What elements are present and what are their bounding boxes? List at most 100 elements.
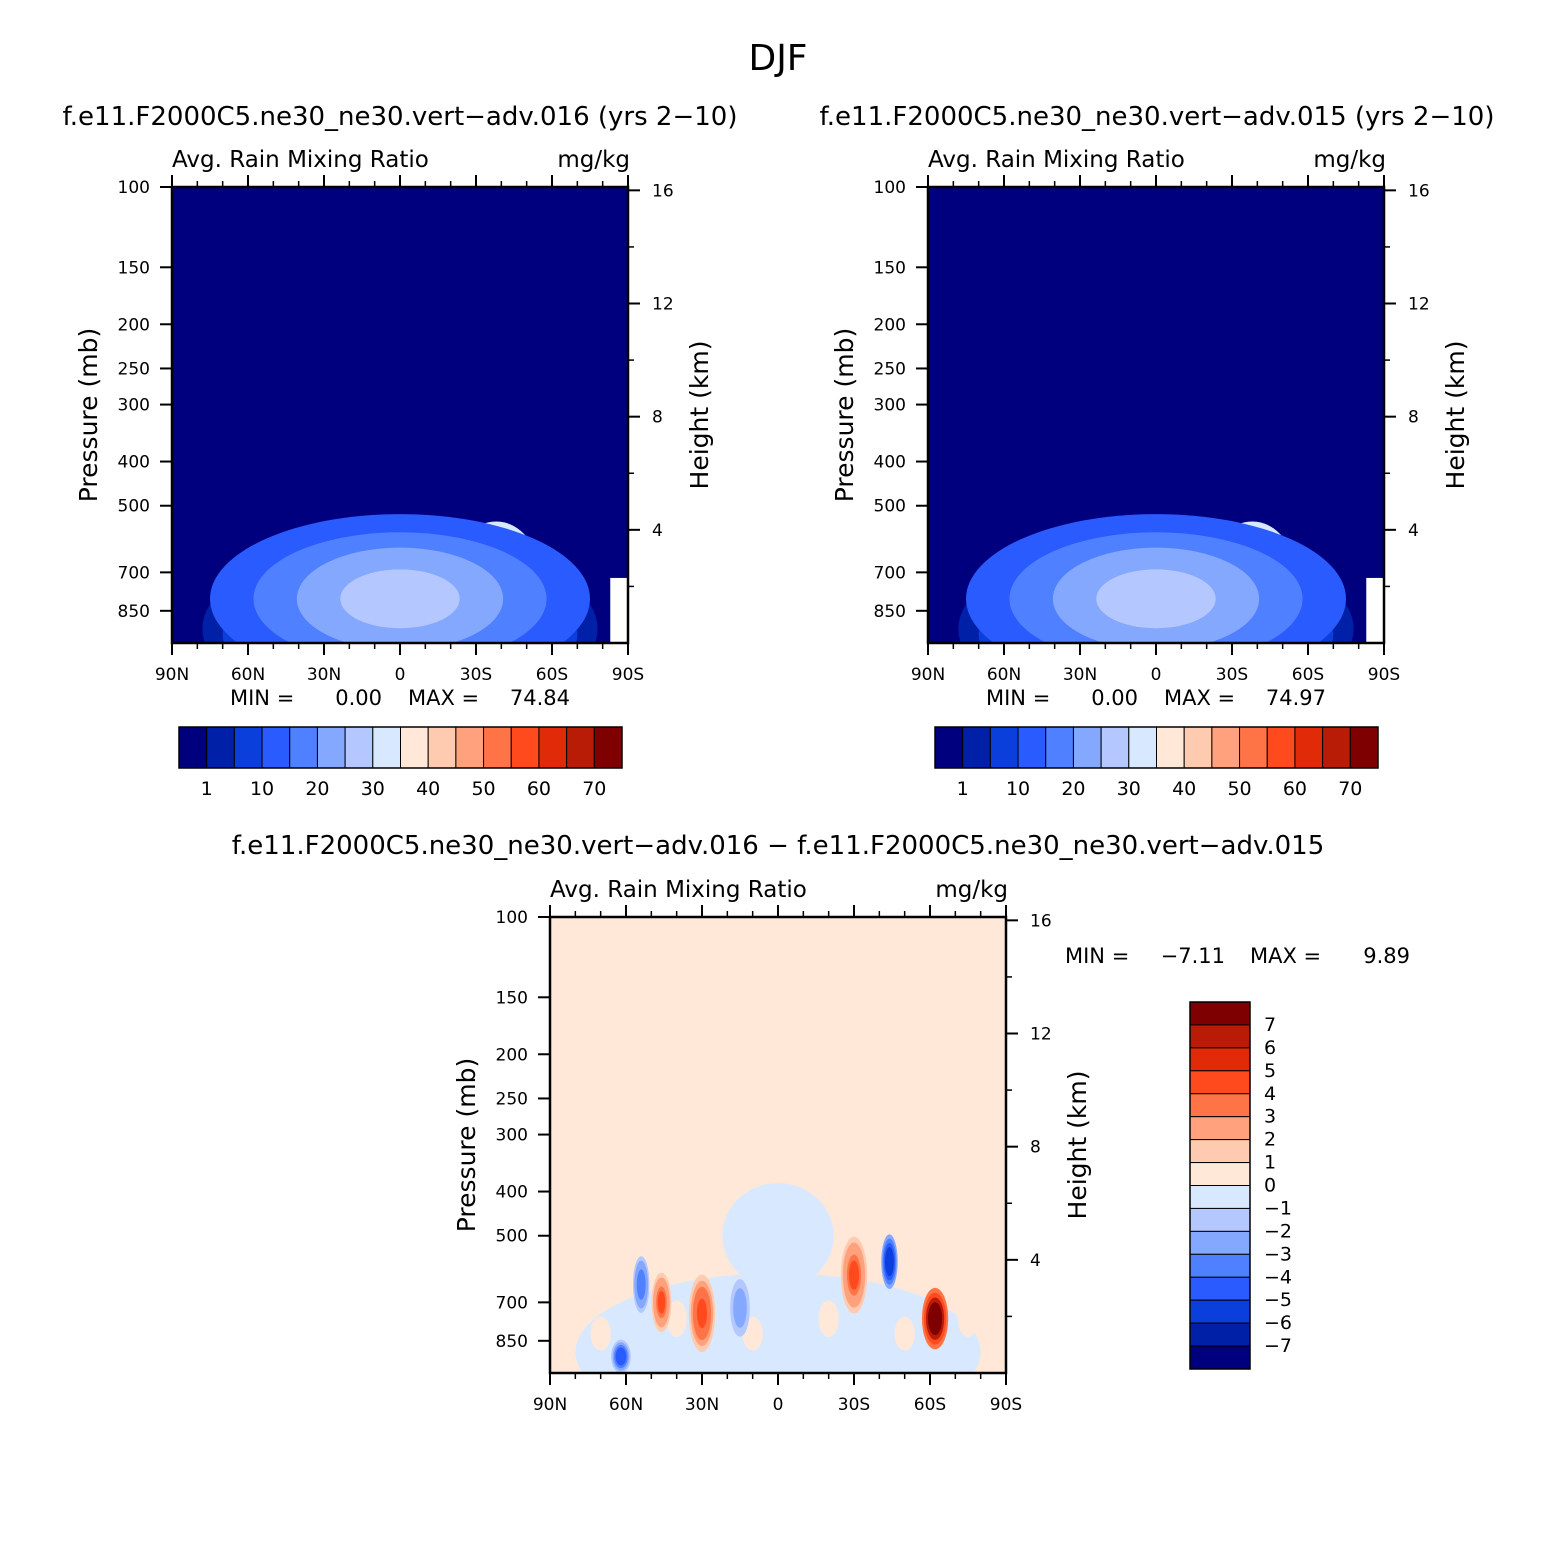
case-title: f.e11.F2000C5.ne30_ne30.vert−adv.016 − f… xyxy=(232,831,1324,861)
colorbar-swatch xyxy=(1072,726,1102,769)
colorbar-swatch xyxy=(427,726,457,769)
colorbar-label: 30 xyxy=(361,778,385,800)
colorbar-label: 60 xyxy=(527,778,551,800)
y2-tick-label: 4 xyxy=(1408,521,1419,541)
colorbar-swatch xyxy=(1183,726,1213,769)
min-value: −7.11 xyxy=(1161,944,1225,968)
y2-tick-label: 4 xyxy=(1030,1251,1041,1271)
colorbar-label: 50 xyxy=(471,778,495,800)
contour-core xyxy=(930,1306,941,1331)
colorbar-swatch xyxy=(1189,1185,1251,1209)
panel-diff: f.e11.F2000C5.ne30_ne30.vert−adv.016 − f… xyxy=(232,831,1410,1415)
colorbar-label: 5 xyxy=(1264,1060,1276,1082)
colorbar-label: −5 xyxy=(1264,1289,1292,1311)
contour-plot: 90N 60N 30N 0 30S 60S 90S 100 150 200 250 300 400 500… xyxy=(118,175,674,685)
y-tick-label: 300 xyxy=(496,1126,528,1146)
y-tick-label: 150 xyxy=(118,258,150,278)
y-tick-label: 400 xyxy=(118,453,150,473)
colorbar-swatch xyxy=(1294,726,1324,769)
x-tick-label: 60S xyxy=(1292,665,1324,685)
x-tick-label: 0 xyxy=(395,665,406,685)
colorbar-swatch xyxy=(934,726,964,769)
contour-core xyxy=(340,569,460,629)
contour-field xyxy=(550,917,1006,1373)
min-value: 0.00 xyxy=(335,686,382,710)
contour-layer xyxy=(575,1273,981,1373)
colorbar-label: 40 xyxy=(1172,778,1196,800)
page-title: DJF xyxy=(748,38,807,79)
contour-core xyxy=(696,1298,708,1329)
colorbar-swatch xyxy=(400,726,429,769)
height-axis-label: Height (km) xyxy=(1063,1071,1092,1220)
colorbar-swatch xyxy=(593,726,623,769)
colorbar-swatch xyxy=(1189,1162,1251,1186)
y-tick-label: 200 xyxy=(874,315,906,335)
x-tick-label: 60N xyxy=(609,1395,643,1415)
colorbar-swatch xyxy=(1322,726,1351,769)
max-value: 74.97 xyxy=(1266,686,1326,710)
colorbar-swatch xyxy=(1189,1322,1251,1347)
colorbar-label: 0 xyxy=(1264,1175,1276,1197)
y-tick-label: 200 xyxy=(118,315,150,335)
x-tick-label: 60N xyxy=(231,665,265,685)
colorbar-label: 2 xyxy=(1264,1129,1276,1151)
colorbar-label: 1 xyxy=(201,778,213,800)
colorbar-swatch xyxy=(1100,726,1130,769)
x-tick-label: 60N xyxy=(987,665,1021,685)
colorbar-swatch xyxy=(178,726,208,769)
y-tick-label: 850 xyxy=(874,602,906,622)
contour-stripe xyxy=(590,1316,611,1351)
colorbar-swatch xyxy=(206,726,235,769)
colorbar-label: −1 xyxy=(1264,1197,1292,1219)
x-tick-label: 90S xyxy=(612,665,644,685)
contour-stripe xyxy=(957,1300,979,1337)
colorbar-swatch xyxy=(1239,726,1268,769)
contour-plot: 90N 60N 30N 0 30S 60S 90S 100 150 200 250 300 400 500… xyxy=(874,175,1430,685)
missing-data xyxy=(1366,577,1384,643)
x-tick-label: 30N xyxy=(685,1395,719,1415)
x-tick-label: 60S xyxy=(914,1395,946,1415)
min-label: MIN = xyxy=(230,686,294,710)
colorbar-swatch xyxy=(1189,1230,1251,1255)
colorbar-swatch xyxy=(455,726,485,769)
contour-core xyxy=(657,1291,666,1314)
min-label: MIN = xyxy=(1065,944,1129,968)
x-tick-label: 90N xyxy=(155,665,189,685)
contour-core xyxy=(638,1273,645,1296)
y-tick-label: 500 xyxy=(496,1227,528,1247)
y2-tick-label: 8 xyxy=(1030,1138,1041,1158)
colorbar-swatch xyxy=(1189,1001,1251,1026)
colorbar-label: 40 xyxy=(416,778,440,800)
colorbar-label: 1 xyxy=(957,778,969,800)
colorbar-swatch xyxy=(1189,1047,1251,1072)
contour-stripe xyxy=(818,1300,839,1337)
colorbar-label: 20 xyxy=(305,778,329,800)
max-value: 74.84 xyxy=(510,686,570,710)
contour-stripe xyxy=(894,1316,915,1351)
colorbar-label: 20 xyxy=(1061,778,1085,800)
units-label: mg/kg xyxy=(1313,147,1386,173)
y-tick-label: 300 xyxy=(874,396,906,416)
colorbar-swatch xyxy=(989,726,1019,769)
y2-tick-label: 8 xyxy=(1408,408,1419,428)
y-tick-label: 500 xyxy=(118,497,150,517)
panel-015: f.e11.F2000C5.ne30_ne30.vert−adv.015 (yr… xyxy=(820,102,1495,800)
colorbar-swatch xyxy=(1189,1024,1251,1049)
contour-core xyxy=(848,1260,860,1290)
colorbar-label: 1 xyxy=(1264,1152,1276,1174)
colorbar: 1 10 20 30 40 50 60 70 xyxy=(178,726,623,800)
panel-016: f.e11.F2000C5.ne30_ne30.vert−adv.016 (yr… xyxy=(63,102,738,800)
colorbar-swatch xyxy=(510,726,540,769)
colorbar-swatch xyxy=(483,726,512,769)
min-label: MIN = xyxy=(986,686,1050,710)
y2-tick-label: 8 xyxy=(652,408,663,428)
y-tick-label: 100 xyxy=(118,178,150,198)
x-tick-label: 30N xyxy=(1063,665,1097,685)
missing-data xyxy=(610,577,628,643)
colorbar-swatch xyxy=(1189,1139,1251,1164)
colorbar-swatch xyxy=(962,726,991,769)
y-tick-label: 400 xyxy=(496,1183,528,1203)
x-tick-label: 60S xyxy=(536,665,568,685)
pressure-axis-label: Pressure (mb) xyxy=(830,328,859,502)
